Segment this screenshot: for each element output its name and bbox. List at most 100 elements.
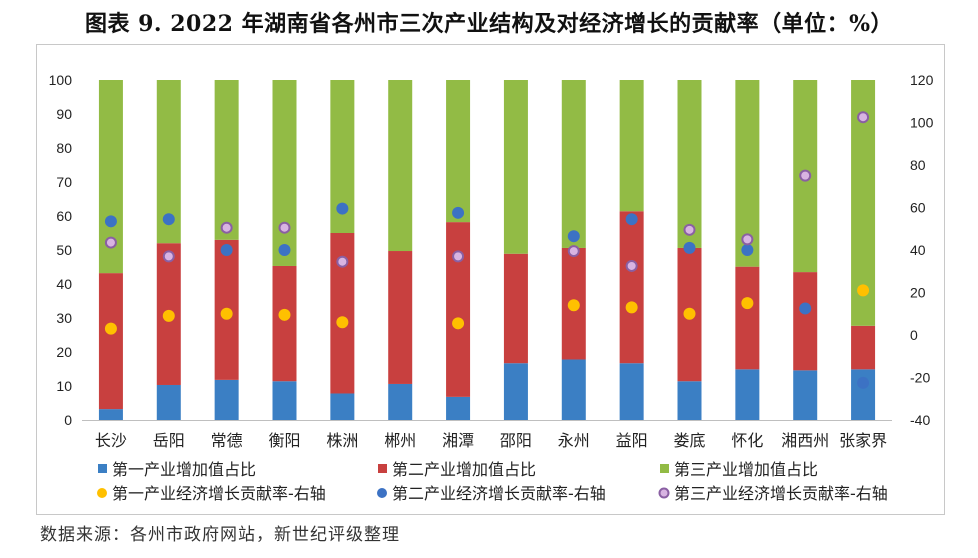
- right-axis-tick-label: 60: [910, 200, 926, 216]
- legend-label: 第一产业经济增长贡献率-右轴: [112, 484, 326, 503]
- bar-segment-1: [156, 384, 181, 420]
- contribution-dot-2: [567, 230, 580, 243]
- legend-swatch-5: [377, 488, 387, 498]
- x-axis-category-label: 邵阳: [500, 431, 532, 450]
- legend-label: 第二产业增加值占比: [392, 460, 536, 479]
- contribution-dot-2: [336, 202, 349, 215]
- bar-segment-2: [272, 265, 297, 382]
- contribution-dot-1: [857, 284, 870, 297]
- right-axis-tick-label: 80: [910, 157, 926, 173]
- bar-segment-3: [677, 80, 702, 248]
- contribution-dot-1: [741, 297, 754, 310]
- contribution-dot-2: [162, 213, 175, 226]
- contribution-dot-1: [625, 301, 638, 314]
- right-axis-tick-label: 100: [910, 115, 934, 131]
- x-axis-category-label: 张家界: [839, 431, 887, 450]
- contribution-dot-2: [220, 244, 233, 256]
- bar-segment-1: [98, 409, 123, 420]
- bar-segment-1: [561, 359, 586, 420]
- bar-segment-1: [619, 363, 644, 420]
- source-note: 数据来源：各州市政府网站，新世纪评级整理: [40, 525, 400, 545]
- x-axis-category-label: 娄底: [673, 431, 705, 450]
- right-axis-tick-label: 40: [910, 242, 926, 258]
- contribution-dot-2: [799, 302, 812, 315]
- bar-segment-2: [735, 266, 760, 370]
- left-axis-tick-label: 50: [56, 242, 72, 258]
- legend-label: 第一产业增加值占比: [112, 460, 256, 479]
- bar-segment-1: [677, 381, 702, 420]
- bar-segment-2: [388, 251, 413, 384]
- right-axis-tick-label: 20: [910, 285, 926, 301]
- contribution-dots: [104, 111, 870, 389]
- left-axis-tick-label: 60: [56, 208, 72, 224]
- legend-swatch-6: [658, 487, 670, 499]
- contribution-dot-2: [741, 244, 754, 256]
- legend-swatch-4: [97, 488, 107, 498]
- contribution-dot-3: [336, 255, 349, 268]
- contribution-dot-3: [741, 233, 754, 246]
- contribution-dot-2: [857, 376, 870, 389]
- right-axis-tick-label: -40: [910, 412, 930, 428]
- right-axis-tick-label: -20: [910, 370, 930, 386]
- bar-segment-1: [214, 379, 239, 420]
- bar-segment-1: [793, 370, 818, 420]
- bar-segment-1: [503, 363, 528, 420]
- contribution-dot-3: [625, 259, 638, 272]
- x-axis-category-label: 株洲: [326, 431, 358, 450]
- bar-segment-1: [735, 369, 760, 420]
- contribution-dot-1: [162, 309, 175, 322]
- contribution-dot-3: [857, 111, 870, 124]
- chart-canvas: 0 10 20 30 40 50 60 70 80 90 100 -40 -20 0 20 40 60 80 10…: [36, 44, 945, 515]
- contribution-dot-2: [625, 213, 638, 226]
- legend-label: 第二产业经济增长贡献率-右轴: [392, 484, 606, 503]
- legend-label: 第三产业经济增长贡献率-右轴: [674, 484, 888, 503]
- contribution-dot-1: [567, 299, 580, 312]
- x-axis-category-label: 益阳: [616, 431, 648, 450]
- right-axis: -40 -20 0 20 40 60 80 100 120: [910, 72, 934, 428]
- contribution-dot-3: [799, 169, 812, 182]
- x-axis-category-label: 衡阳: [268, 431, 300, 450]
- x-axis: 长沙 岳阳 常德 衡阳 株洲 郴州 湘潭 邵阳 永州 益阳 娄底 怀化 湘西州 张家界: [82, 420, 892, 450]
- x-axis-category-label: 永州: [558, 431, 590, 450]
- contribution-dot-1: [104, 322, 117, 335]
- contribution-dot-2: [278, 244, 291, 256]
- contribution-dot-2: [683, 241, 696, 254]
- bar-segment-3: [561, 80, 586, 248]
- left-axis-tick-label: 20: [56, 344, 72, 360]
- contribution-dot-3: [683, 223, 696, 236]
- contribution-dot-3: [452, 250, 465, 263]
- left-axis-tick-label: 90: [56, 106, 72, 122]
- contribution-dot-1: [220, 307, 233, 320]
- left-axis-tick-label: 100: [49, 72, 73, 88]
- contribution-dot-1: [336, 316, 349, 329]
- contribution-dot-3: [278, 221, 291, 234]
- contribution-dot-2: [104, 215, 117, 228]
- bar-segment-2: [619, 211, 644, 364]
- legend: 第一产业增加值占比 第二产业增加值占比 第三产业增加值占比第一产业经济增长贡献率-右…: [97, 460, 888, 503]
- bar-segment-2: [98, 273, 123, 410]
- x-axis-category-label: 常德: [211, 431, 243, 450]
- x-axis-category-label: 长沙: [95, 431, 127, 450]
- contribution-dot-3: [567, 245, 580, 258]
- left-axis-tick-label: 70: [56, 174, 72, 190]
- x-axis-category-label: 岳阳: [153, 431, 185, 450]
- right-axis-tick-label: 120: [910, 72, 934, 88]
- x-axis-category-label: 怀化: [731, 431, 763, 450]
- x-axis-category-label: 湘潭: [442, 431, 474, 450]
- bar-segment-2: [851, 325, 876, 370]
- left-axis-tick-label: 80: [56, 140, 72, 156]
- bar-segment-2: [793, 272, 818, 371]
- bar-segment-3: [446, 80, 471, 223]
- bar-segment-3: [272, 80, 297, 266]
- left-axis-tick-label: 10: [56, 378, 72, 394]
- bar-segment-1: [388, 383, 413, 420]
- legend-swatch-2: [378, 464, 387, 473]
- bar-segment-3: [388, 80, 413, 252]
- contribution-dot-1: [683, 307, 696, 320]
- legend-swatch-1: [98, 464, 107, 473]
- contribution-dot-3: [104, 236, 117, 249]
- chart-title: 图表 9. 2022 年湖南省各州市三次产业结构及对经济增长的贡献率（单位：%）: [84, 11, 894, 37]
- bar-segment-1: [446, 396, 471, 420]
- bar-segment-3: [503, 80, 528, 254]
- x-axis-category-label: 湘西州: [781, 431, 829, 450]
